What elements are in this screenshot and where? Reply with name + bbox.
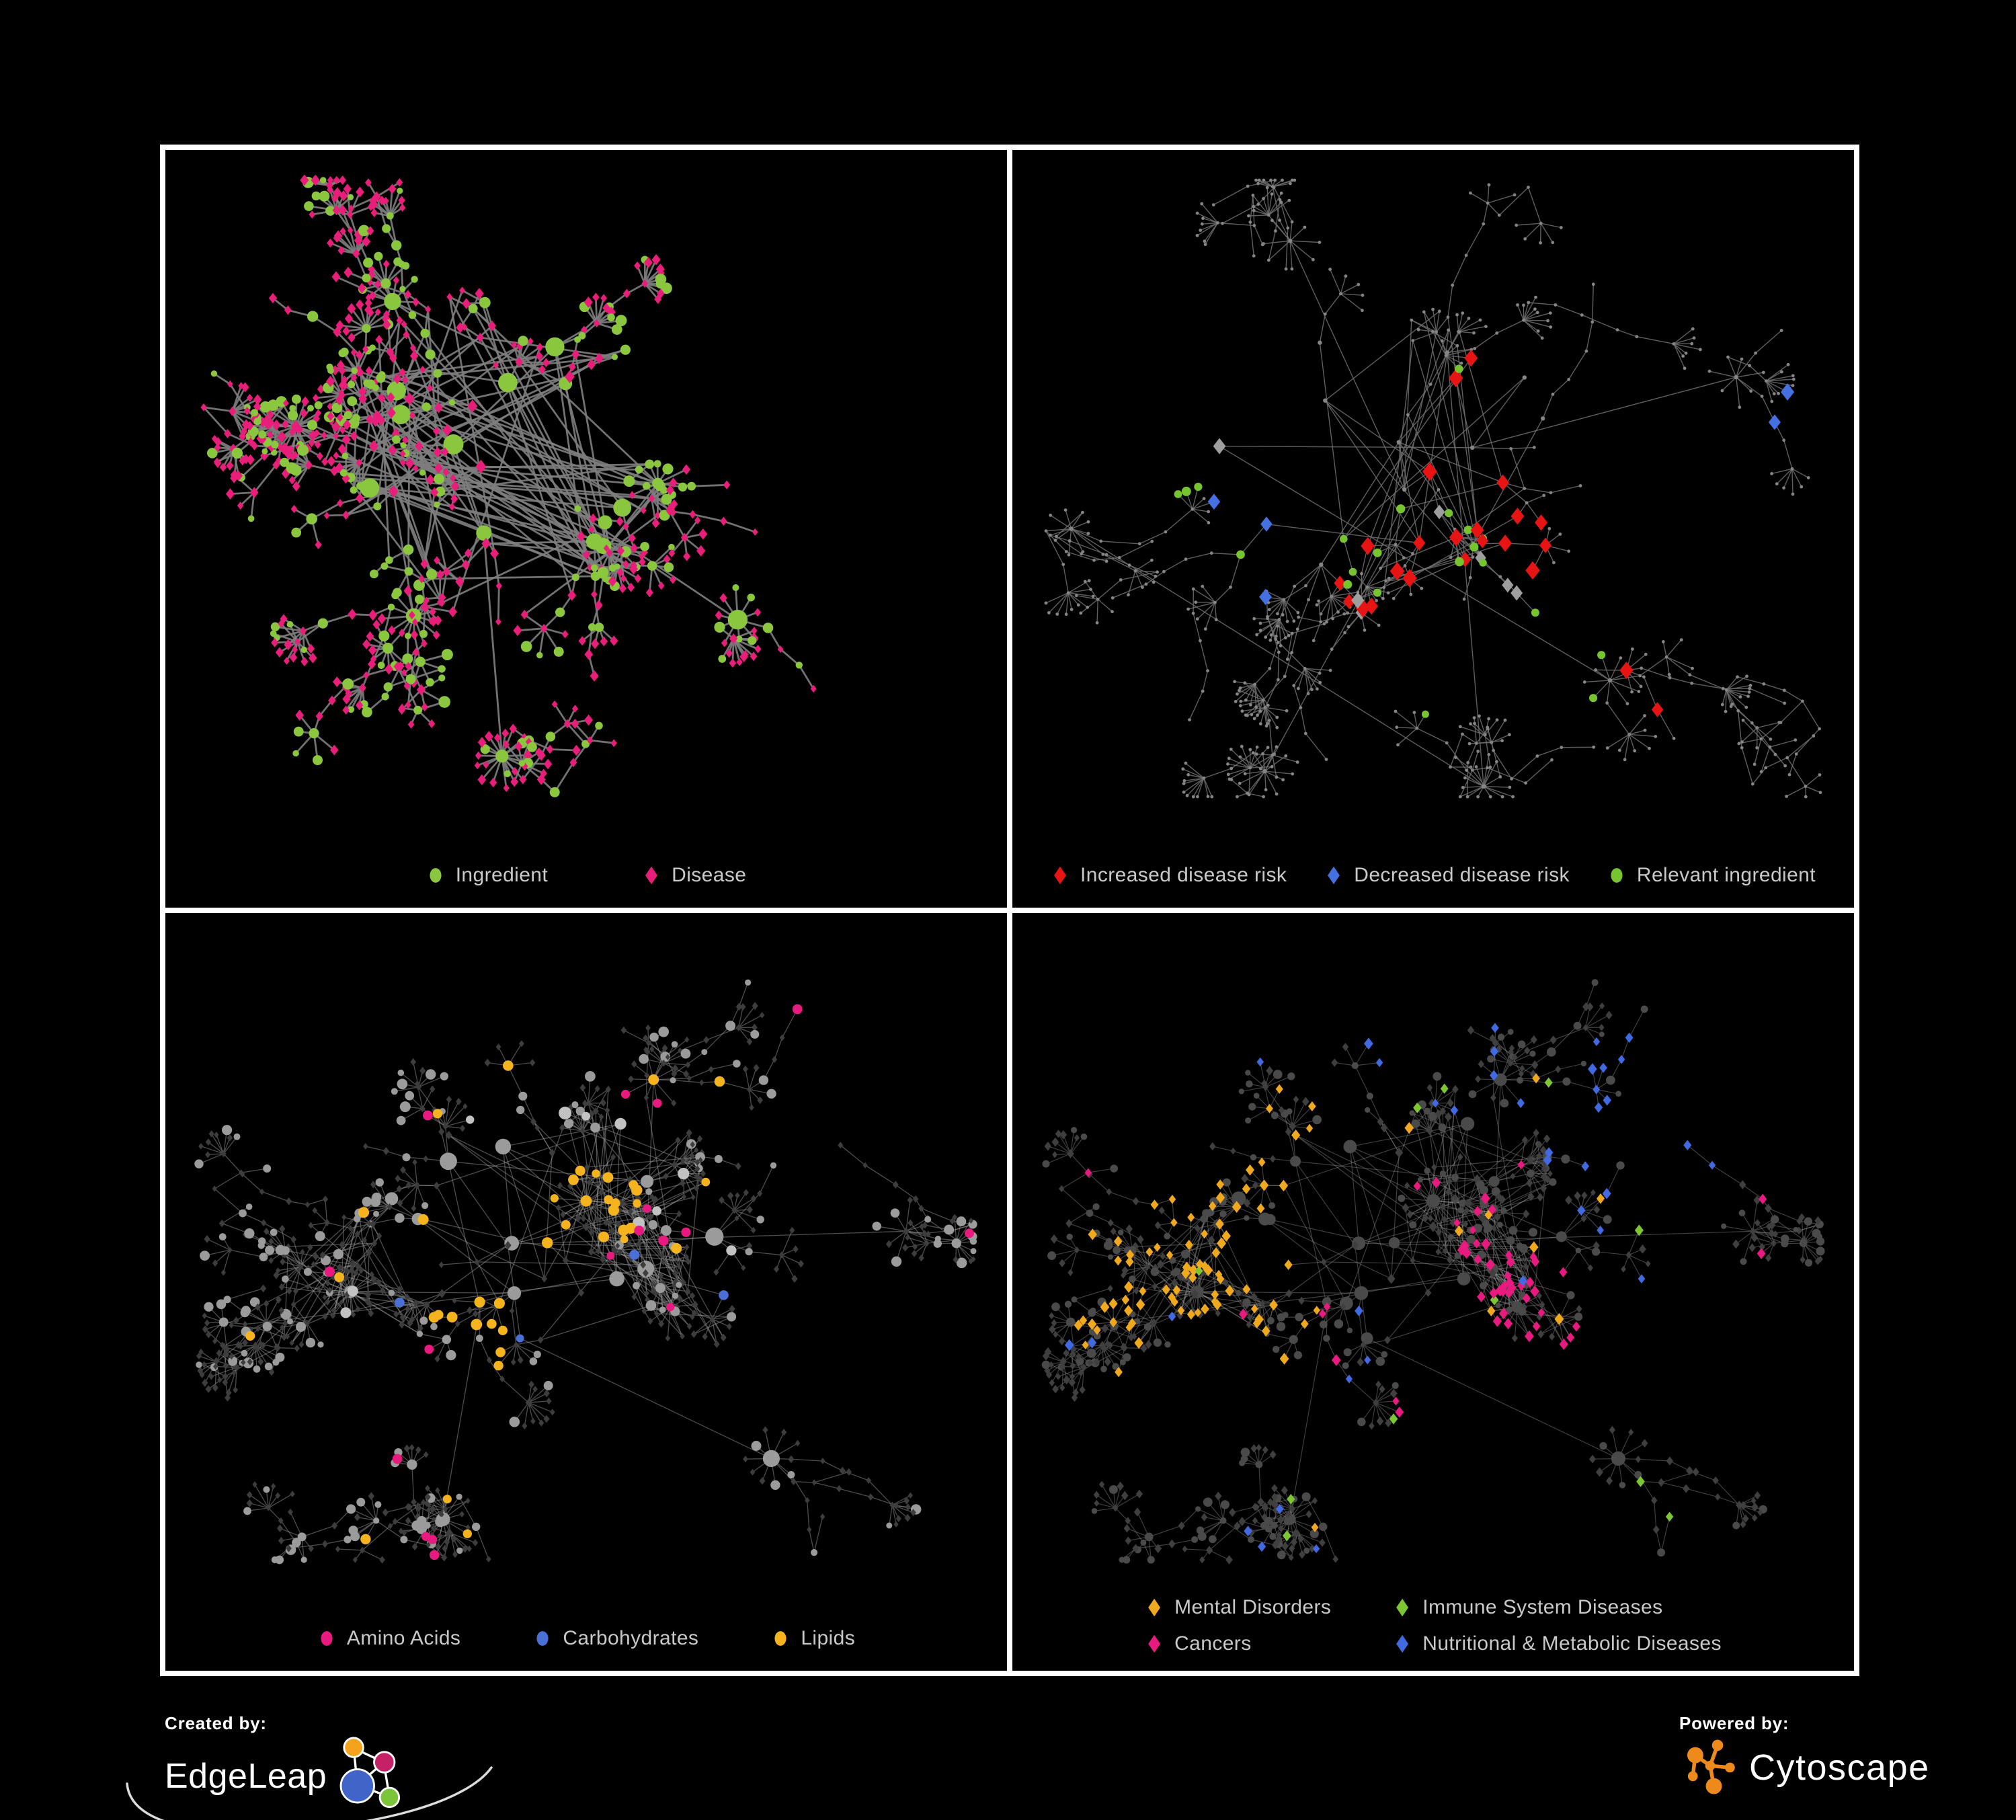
panel-disease-classes: Mental Disorders Immune System Diseases … (1012, 913, 1854, 1671)
edgeleap-credit: Created by: EdgeLeap (126, 1713, 493, 1820)
diamond-marker-icon (1396, 1598, 1409, 1617)
network-graph-ingredient-classes (194, 979, 977, 1565)
powered-by-label: Powered by: (1679, 1713, 1789, 1733)
legend-label: Decreased disease risk (1354, 864, 1570, 886)
circle-marker-icon (321, 1631, 333, 1646)
edgeleap-brand: EdgeLeap (126, 1737, 493, 1820)
panel-grid-frame: Ingredient Disease Increased disease ris… (160, 145, 1859, 1676)
network-graph-ingredient-disease (200, 174, 817, 797)
diamond-marker-icon (1148, 1598, 1161, 1617)
edgeleap-logo-text: EdgeLeap (165, 1757, 327, 1796)
legend-item: Lipids (771, 1626, 855, 1651)
panel-disease-risk: Increased disease risk Decreased disease… (1012, 150, 1854, 908)
cytoscape-logo-text: Cytoscape (1749, 1747, 1930, 1788)
created-by-label: Created by: (165, 1713, 267, 1733)
legend-label: Immune System Diseases (1422, 1596, 1663, 1618)
legend-item: Cancers (1145, 1632, 1331, 1656)
legend-item: Amino Acids (317, 1626, 460, 1651)
legend-label: Relevant ingredient (1636, 864, 1816, 886)
legend-label: Lipids (801, 1627, 856, 1649)
legend-ingredient-disease: Ingredient Disease (165, 863, 1007, 887)
cytoscape-credit: Powered by: Cytoscape (1679, 1713, 1930, 1798)
cytoscape-brand: Cytoscape (1679, 1737, 1930, 1798)
circle-marker-icon (1611, 868, 1623, 883)
legend-label: Nutritional & Metabolic Diseases (1422, 1632, 1722, 1655)
circle-marker-icon (774, 1631, 787, 1646)
diamond-marker-icon (1148, 1634, 1161, 1653)
legend-item: Decreased disease risk (1324, 863, 1570, 887)
legend-label: Carbohydrates (563, 1627, 699, 1649)
legend-ingredient-classes: Amino Acids Carbohydrates Lipids (165, 1626, 1007, 1651)
legend-label: Cancers (1174, 1632, 1252, 1655)
circle-marker-icon (430, 868, 442, 883)
legend-item: Mental Disorders (1145, 1595, 1331, 1620)
panel-ingredient-classes: Amino Acids Carbohydrates Lipids (165, 913, 1007, 1671)
diamond-marker-icon (1396, 1634, 1409, 1653)
legend-disease-risk: Increased disease risk Decreased disease… (1012, 863, 1854, 887)
legend-label: Ingredient (455, 864, 549, 886)
legend-label: Amino Acids (346, 1627, 461, 1649)
legend-label: Mental Disorders (1174, 1596, 1332, 1618)
legend-item: Disease (642, 863, 746, 887)
legend-label: Disease (672, 864, 747, 886)
legend-item: Carbohydrates (533, 1626, 698, 1651)
edgeleap-logo-icon (339, 1737, 401, 1809)
legend-item: Nutritional & Metabolic Diseases (1393, 1632, 1722, 1656)
legend-label: Increased disease risk (1080, 864, 1287, 886)
network-graph-disease-risk (1044, 178, 1822, 799)
cytoscape-logo-icon (1687, 1739, 1735, 1794)
diamond-marker-icon (1054, 866, 1066, 885)
legend-item: Relevant ingredient (1607, 863, 1816, 887)
circle-marker-icon (536, 1631, 549, 1646)
network-graph-disease-classes (1041, 979, 1825, 1565)
legend-disease-classes: Mental Disorders Immune System Diseases … (1145, 1595, 1722, 1656)
legend-item: Increased disease risk (1051, 863, 1287, 887)
legend-item: Ingredient (426, 863, 548, 887)
diamond-marker-icon (645, 866, 658, 885)
legend-item: Immune System Diseases (1393, 1595, 1722, 1620)
panel-ingredient-disease: Ingredient Disease (165, 150, 1007, 908)
diamond-marker-icon (1328, 866, 1340, 885)
